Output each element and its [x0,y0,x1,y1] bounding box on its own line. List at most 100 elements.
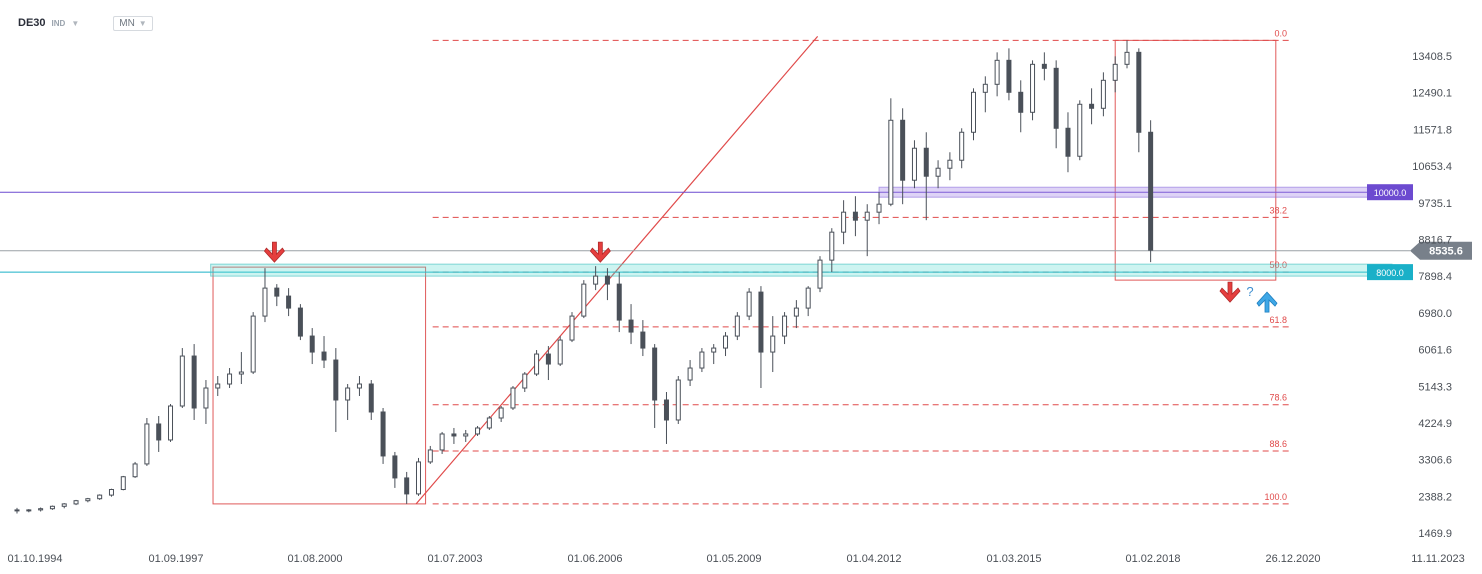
candle-body [238,371,244,375]
y-tick-label: 9735.1 [1418,198,1452,210]
timeframe-selector[interactable]: MN ▼ [113,15,153,31]
candle-body [404,477,410,495]
candle-body [475,427,481,435]
candle-body [14,509,20,512]
candle-body [663,399,669,421]
candle-body [1148,131,1154,251]
candle-body [734,315,740,337]
candle-body [569,315,575,341]
x-tick-label: 01.02.2018 [1125,553,1180,565]
down-arrow-icon [589,241,611,263]
candle-body [132,463,138,478]
y-tick-label: 4224.9 [1418,418,1452,430]
fib-level-label: 61.8 [1269,315,1287,325]
candle-body [876,203,882,213]
candle-body [959,131,965,161]
candle-body [321,351,327,361]
symbol-label[interactable]: DE30 [18,17,46,29]
candle-body [1006,59,1012,93]
candle-body [616,283,622,321]
candle-body [817,259,823,289]
candle-body [640,331,646,349]
candle-body [97,494,103,500]
question-mark-label: ? [1246,284,1253,299]
x-tick-label: 01.10.1994 [7,553,62,565]
x-tick-label: 01.04.2012 [846,553,901,565]
candle-body [923,147,929,177]
chart-header: DE30 IND ▼ MN ▼ [18,14,153,32]
candle-body [215,383,221,389]
candle-body [534,353,540,375]
candle-body [1041,63,1047,69]
candle-body [982,83,988,93]
candle-body [85,498,91,502]
y-tick-label: 2388.2 [1418,491,1452,503]
resistance-level-text: 10000.0 [1374,188,1407,198]
candle-body [415,461,421,495]
fib-level-label: 88.6 [1269,439,1287,449]
x-tick-label: 01.09.1997 [148,553,203,565]
candle-body [392,455,398,479]
candle-body [593,275,599,285]
candle-body [770,335,776,353]
candle-body [793,307,799,317]
candle-body [841,211,847,233]
candle-body [581,283,587,317]
x-tick-label: 01.07.2003 [427,553,482,565]
candle-body [852,211,858,221]
candle-body [108,489,114,496]
y-tick-label: 10653.4 [1412,161,1452,173]
y-tick-label: 11571.8 [1413,124,1452,136]
candle-body [604,275,610,285]
last-price-badge [1410,241,1472,260]
candle-body [463,433,469,437]
x-tick-label: 01.03.2015 [986,553,1041,565]
x-tick-label: 11.11.2023 [1411,553,1464,565]
candle-body [179,355,185,407]
candle-body [26,509,32,512]
candle-body [829,231,835,261]
candle-body [971,91,977,133]
y-tick-label: 1469.9 [1418,528,1452,540]
trendline [415,35,819,505]
candle-body [1030,63,1036,113]
candle-body [368,383,374,413]
fib-level-label: 100.0 [1264,492,1287,502]
candle-body [168,405,174,441]
candle-body [911,147,917,181]
candle-body [888,119,894,205]
last-price-text: 8535.6 [1429,246,1463,258]
y-tick-label: 8816.7 [1418,234,1452,246]
candle-body [522,373,528,389]
candle-body [652,347,658,401]
candle-body [262,287,268,317]
candle-body [723,335,729,349]
up-arrow-icon [1256,291,1278,313]
down-arrow-icon [263,241,285,263]
fib-level-label: 78.6 [1269,393,1287,403]
timeframe-chevron-down-icon: ▼ [138,18,147,28]
candle-body [144,423,150,465]
candle-body [545,353,551,365]
candle-body [557,339,563,365]
support-level-text: 8000.0 [1376,268,1404,278]
candle-body [1077,103,1083,157]
candle-body [427,449,433,463]
candle-body [297,307,303,337]
fib-level-label: 0.0 [1274,28,1287,38]
candle-body [38,508,44,511]
symbol-chevron-down-icon[interactable]: ▼ [71,18,80,28]
candle-body [746,291,752,317]
candle-body [510,387,516,409]
fib-level-label: 38.2 [1269,205,1287,215]
candle-body [947,159,953,169]
y-tick-label: 6980.0 [1418,308,1452,320]
candle-body [994,59,1000,85]
candle-body [1053,67,1059,129]
rect-2000-2003 [212,266,427,505]
candle-body [380,411,386,457]
candle-body [675,379,681,421]
candle-body [782,315,788,337]
